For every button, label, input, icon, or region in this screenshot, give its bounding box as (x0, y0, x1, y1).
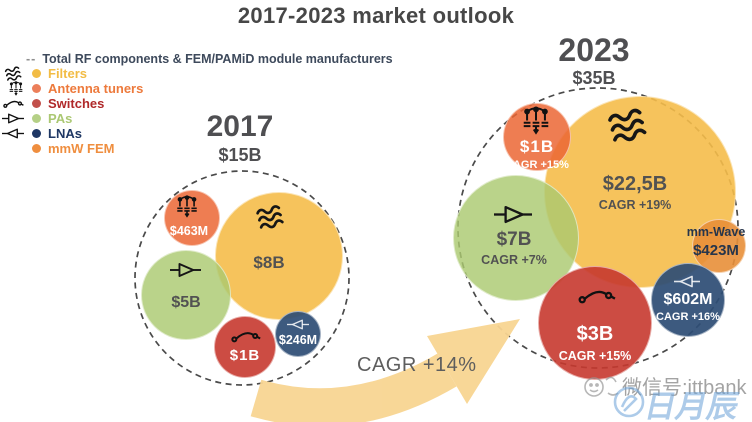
bubble-cagr: CAGR +7% (481, 252, 547, 267)
switch-icon (231, 330, 261, 343)
growth-arrow (250, 319, 520, 422)
year-2023: 2023 (558, 32, 630, 68)
legend-dot-pas (32, 114, 41, 123)
bubble-value: $8B (253, 253, 285, 272)
filter-icon (608, 108, 647, 142)
filter-icon (256, 205, 284, 229)
legend-label-filters: Filters (48, 66, 88, 81)
legend-dot-lnas (32, 129, 41, 138)
legend: Filters Antenna tuners Switches (0, 65, 143, 156)
legend-label-antenna-tuners: Antenna tuners (48, 81, 144, 96)
bubble-value: $3B (576, 323, 614, 345)
cluster-header-2017: 2017 $15B (160, 112, 320, 166)
bubble-value: $5B (171, 294, 201, 311)
antenna-tuner-icon (521, 106, 551, 135)
bubble-text-block: $602M CAGR +16% (644, 291, 732, 324)
logo-watermark: 日月辰 (641, 389, 743, 422)
bubble-label: mm-Wave (686, 225, 746, 239)
pa-icon (170, 262, 201, 278)
bubble-value: $423M (693, 242, 739, 259)
legend-item-switches: Switches (0, 96, 143, 111)
lna-icon (0, 128, 26, 139)
bubble-2017-switches: $1B (214, 316, 276, 378)
bubble-2023-antenna-tuners: $1B CAGR +15% (503, 103, 571, 171)
bubble-cagr: CAGR +15% (558, 349, 632, 363)
legend-item-lnas: LNAs (0, 126, 143, 141)
bubble-2023-switches: $3B CAGR +15% (538, 266, 652, 380)
dashed-boundary-2017 (134, 170, 350, 386)
legend-item-filters: Filters (0, 65, 143, 81)
bubble-cagr: CAGR +16% (656, 311, 720, 324)
bubble-text-block: $22,5B CAGR +19% (535, 173, 735, 212)
bubble-2023-mmw-fem (692, 219, 746, 273)
legend-label-lnas: LNAs (48, 126, 82, 141)
bubble-2017-antenna-tuners: $463M (164, 190, 220, 246)
switch-icon (578, 288, 616, 304)
legend-label-switches: Switches (48, 96, 105, 111)
bubble-value: $602M (663, 291, 713, 308)
logo-badge-icon (613, 386, 645, 418)
bubble-text-block: $1B CAGR +15% (492, 137, 582, 171)
bubble-2017-lnas: $246M (275, 311, 321, 357)
lna-icon (674, 275, 700, 288)
antenna-tuner-icon (0, 81, 26, 96)
bubble-value: $246M (278, 333, 318, 347)
bubble-value: $7B (496, 229, 532, 250)
bubble-value: $463M (169, 224, 209, 238)
bubble-cagr: CAGR +19% (598, 198, 672, 212)
legend-dot-switches (32, 99, 41, 108)
legend-dot-mmw-fem (32, 144, 41, 153)
wechat-watermark: 微信号:ittbank (622, 377, 747, 399)
bubble-value: $1B (519, 137, 555, 156)
bubble-cagr: CAGR +15% (505, 158, 569, 171)
legend-item-mmw-fem: mmW FEM (0, 141, 143, 156)
legend-total-label: Total RF components & FEM/PAMiD module m… (42, 52, 393, 66)
switch-icon (0, 99, 26, 108)
legend-dot-filters (32, 69, 41, 78)
pa-icon (494, 205, 532, 224)
mmwave-label-block: mm-Wave $423M (680, 225, 752, 260)
cluster-header-2023: 2023 $35B (514, 34, 674, 89)
legend-item-pas: PAs (0, 111, 143, 126)
legend-label-mmw-fem: mmW FEM (48, 141, 115, 156)
bubble-2017-pas: $5B (141, 250, 231, 340)
arrow-cagr-label: CAGR +14% (357, 354, 477, 376)
lna-icon (287, 319, 309, 330)
bubble-text-block: $3B CAGR +15% (539, 323, 651, 363)
bubble-2023-lnas: $602M CAGR +16% (651, 263, 725, 337)
total-2017: $15B (218, 145, 262, 165)
filter-icon (0, 65, 26, 81)
page-title: 2017-2023 market outlook (237, 3, 515, 28)
legend-item-antenna-tuners: Antenna tuners (0, 81, 143, 96)
legend-dot-antenna-tuners (32, 84, 41, 93)
pa-icon (0, 113, 26, 124)
total-2023: $35B (572, 68, 616, 88)
legend-total-line: -- Total RF components & FEM/PAMiD module… (26, 52, 393, 66)
year-2017: 2017 (206, 110, 274, 143)
bubble-text-block: $7B CAGR +7% (450, 229, 578, 267)
antenna-tuner-icon (175, 195, 199, 218)
bubble-value: $22,5B (602, 173, 668, 195)
legend-dash-mark: -- (26, 52, 37, 66)
bubble-value: $1B (229, 347, 261, 364)
legend-label-pas: PAs (48, 111, 73, 126)
bubble-2017-filters: $8B (215, 192, 343, 320)
